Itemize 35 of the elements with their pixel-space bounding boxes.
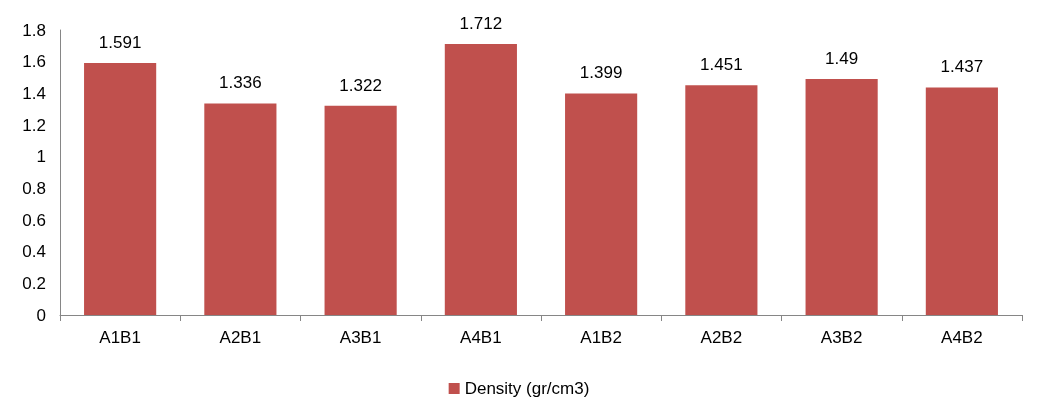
data-label: 1.591 [98,33,142,53]
x-tick-label: A1B1 [99,328,141,347]
x-tick-label: A4B1 [460,328,502,347]
x-tick-label: A4B2 [941,328,983,347]
x-tick-label: A2B1 [219,328,262,347]
legend-label: Density (gr/cm3) [464,379,590,398]
bar [805,79,878,315]
bar [84,63,157,315]
x-tick-label: A1B2 [580,328,622,347]
x-tick-label: A3B1 [339,328,382,347]
data-label: 1.399 [579,63,623,83]
data-label: 1.49 [825,49,859,69]
data-label: 1.437 [940,57,984,77]
y-tick-label: 1.8 [22,20,46,40]
y-tick-label: 1.6 [22,52,46,72]
y-tick-label: 1 [36,147,46,167]
bar [685,85,758,315]
data-label: 1.451 [700,55,743,75]
y-tick-label: 1.2 [22,115,46,135]
y-tick-label: 0 [36,305,46,325]
y-tick-label: 0.6 [22,210,46,230]
bar [444,43,517,315]
x-tick-label: A3B2 [820,328,863,347]
bar [324,105,397,315]
y-tick-label: 0.4 [22,242,46,262]
bar [204,103,277,315]
y-tick-label: 0.2 [22,273,46,293]
data-label: 1.322 [339,75,382,95]
data-label: 1.712 [459,13,503,33]
bar [565,93,638,315]
x-tick-label: A2B2 [700,328,743,347]
bar [925,87,998,315]
data-label: 1.336 [219,73,262,93]
y-tick-label: 1.4 [22,83,46,103]
y-tick-label: 0.8 [22,178,46,198]
